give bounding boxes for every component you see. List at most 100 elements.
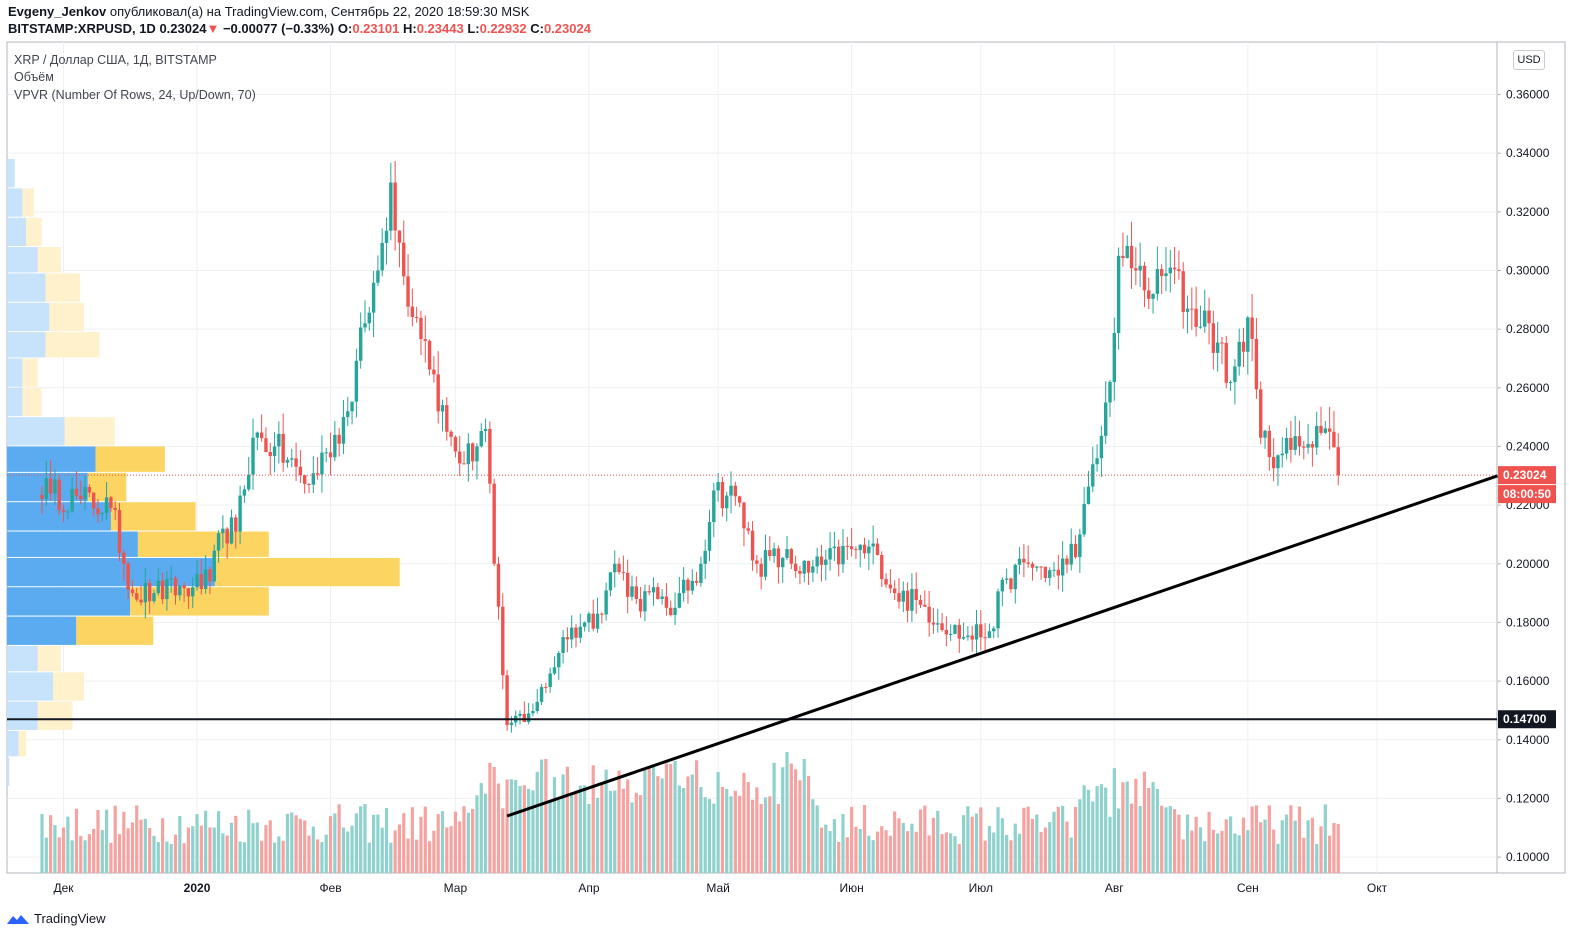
candle <box>358 312 363 369</box>
volume-bar <box>410 807 414 873</box>
candle <box>1259 381 1263 445</box>
candle <box>1207 297 1211 345</box>
candle <box>397 230 402 268</box>
candle <box>100 512 104 522</box>
candle-body <box>643 591 647 612</box>
volume-bar <box>992 832 996 873</box>
candle <box>1276 454 1280 486</box>
volume-bar <box>905 831 910 873</box>
vpvr-up-bar <box>7 247 38 273</box>
candle <box>475 443 479 480</box>
candle <box>285 457 290 468</box>
candle <box>191 577 195 608</box>
vpvr-down-bar <box>137 531 269 557</box>
volume-bar <box>1091 801 1095 873</box>
candle <box>216 530 221 563</box>
candle <box>1091 446 1095 493</box>
candle-body <box>1220 342 1224 344</box>
volume-bar <box>496 783 501 873</box>
candle-body <box>1138 265 1142 271</box>
candle <box>1302 440 1306 460</box>
volume-bar <box>595 797 600 873</box>
candle-body <box>247 474 251 490</box>
candle <box>677 576 682 609</box>
candle <box>83 475 87 510</box>
candle-body <box>1039 566 1043 568</box>
volume-bar <box>927 835 931 873</box>
legend-volume[interactable]: Объём <box>14 70 54 84</box>
candle <box>143 568 148 619</box>
volume-bar <box>471 808 475 873</box>
candle <box>1233 359 1237 405</box>
candle <box>768 536 772 561</box>
candle-body <box>845 545 850 547</box>
vpvr-down-bar <box>18 730 27 757</box>
volume-bar <box>1259 822 1263 873</box>
publish-info: Evgeny_Jenkov опубликовал(а) на TradingV… <box>8 4 529 19</box>
volume-bar <box>117 834 122 873</box>
price-change: −0.00077 (−0.33%) <box>222 21 335 36</box>
volume-bar <box>1061 805 1065 873</box>
volume-bar <box>776 804 781 873</box>
low-value: 0.22932 <box>479 21 527 36</box>
candle <box>690 569 694 595</box>
legend-title[interactable]: XRP / Доллар США, 1Д, BITSTAMP <box>14 53 217 67</box>
candle-body <box>621 572 626 574</box>
volume-bar <box>264 825 268 873</box>
candle <box>1323 421 1328 435</box>
volume-bar <box>806 775 811 873</box>
candle <box>1194 286 1198 337</box>
candle <box>1185 295 1190 334</box>
candle <box>505 670 509 731</box>
candle <box>681 566 686 602</box>
candle <box>781 557 785 583</box>
candle <box>1228 380 1233 391</box>
volume-bar <box>255 822 259 873</box>
candle-body <box>346 411 350 418</box>
candle-body <box>1280 453 1284 456</box>
candle <box>1000 577 1005 607</box>
legend-vpvr[interactable]: VPVR (Number Of Rows, 24, Up/Down, 70) <box>14 88 256 102</box>
volume-bar <box>828 831 832 873</box>
candle <box>173 575 178 605</box>
candle <box>634 576 638 605</box>
volume-bar <box>884 830 888 873</box>
candle-body <box>651 587 656 593</box>
footer-brand[interactable]: TradingView <box>6 911 106 926</box>
volume-bar <box>798 780 802 873</box>
candle <box>1103 381 1108 445</box>
candle <box>647 584 651 596</box>
vpvr-down-bar <box>49 302 84 332</box>
volume-bar <box>1323 804 1327 873</box>
currency-button[interactable]: USD <box>1513 50 1545 70</box>
candle-body <box>341 417 346 444</box>
candle-body <box>690 580 694 591</box>
volume-bar <box>1095 786 1099 873</box>
volume-bar <box>165 841 169 873</box>
candle-body <box>272 446 277 457</box>
candle <box>737 495 742 508</box>
brand-name: TradingView <box>34 911 106 926</box>
candle <box>789 547 794 570</box>
vpvr-up-bar <box>7 159 15 188</box>
candle-body <box>492 483 496 564</box>
vpvr-down-bar <box>37 701 73 730</box>
candle <box>255 431 260 451</box>
volume-bar <box>1190 830 1194 873</box>
volume-bar <box>1172 809 1177 873</box>
candle <box>1280 436 1284 468</box>
candle-body <box>505 675 509 726</box>
candle <box>802 559 806 583</box>
candle-body <box>1172 267 1177 270</box>
volume-bar <box>682 788 686 873</box>
volume-bar <box>789 763 793 873</box>
vpvr-down-bar <box>22 387 42 417</box>
volume-bar <box>1052 811 1056 873</box>
candle-body <box>1048 570 1052 578</box>
volume-bar <box>647 766 651 873</box>
y-tick-label: 0.18000 <box>1506 615 1550 629</box>
candle <box>242 485 247 503</box>
volume-bar <box>1319 826 1323 873</box>
candle <box>1134 247 1138 286</box>
